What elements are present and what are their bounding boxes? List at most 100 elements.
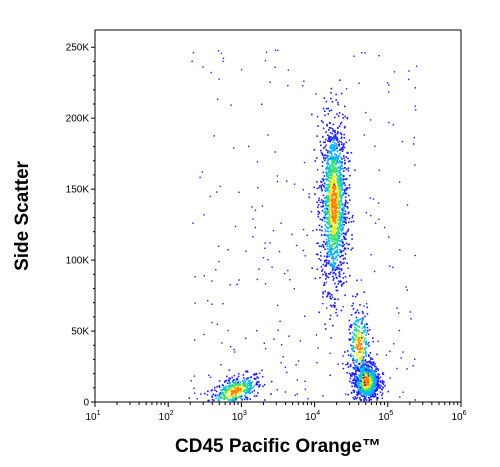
event-dot [263,383,266,386]
event-dot [350,325,352,327]
event-dot [225,392,228,394]
event-dot [366,391,369,394]
event-dot [227,249,229,251]
event-dot [324,215,327,217]
event-dot [321,189,323,192]
event-dot [327,217,330,219]
event-dot [365,369,367,372]
event-dot [327,219,330,221]
event-dot [326,160,329,163]
event-dot [362,332,364,334]
event-dot [373,392,376,394]
event-dot [322,157,325,160]
event-dot [231,381,234,383]
event-dot [333,172,335,175]
event-dot [237,383,239,386]
event-dot [224,395,226,398]
event-dot [321,268,324,271]
event-dot [206,394,209,396]
event-dot [242,384,244,386]
event-dot [264,242,266,244]
event-dot [323,185,326,188]
event-dot [337,208,340,210]
event-dot [334,210,337,213]
event-dot [333,176,335,178]
event-dot [369,370,371,372]
event-dot [228,388,230,390]
event-dot [339,194,341,196]
y-tick-label: 150K [66,185,90,196]
event-dot [335,250,337,253]
event-dot [339,171,342,174]
event-dot [310,211,313,213]
event-dot [333,240,335,242]
event-dot [207,390,209,393]
event-dot [341,285,343,287]
event-dot [242,382,244,385]
event-dot [339,195,341,198]
event-dot [368,397,371,400]
event-dot [363,398,365,401]
event-dot [371,378,374,381]
event-dot [360,391,363,393]
event-dot [322,178,325,180]
event-dot [225,391,227,393]
event-dot [247,388,250,391]
event-dot [297,360,300,362]
event-dot [230,385,233,387]
event-dot [370,388,373,390]
event-dot [353,379,356,381]
event-dot [339,185,341,187]
event-dot [337,282,340,285]
event-dot [358,348,360,351]
event-dot [341,196,343,199]
event-dot [336,214,338,217]
event-dot [363,382,366,385]
event-dot [326,198,329,200]
event-dot [329,168,331,171]
event-dot [336,207,338,209]
event-dot [316,135,318,137]
event-dot [246,370,248,372]
event-dot [341,362,344,365]
event-dot [248,390,250,393]
event-dot [219,393,221,395]
event-dot [363,347,365,350]
event-dot [241,380,244,382]
event-dot [344,204,346,207]
event-dot [370,214,372,217]
event-dot [334,242,336,244]
event-dot [328,189,331,192]
event-dot [330,177,333,180]
event-dot [349,325,351,328]
event-dot [335,148,337,150]
event-dot [368,368,370,370]
event-dot [372,364,374,366]
event-dot [331,132,334,135]
event-dot [330,198,333,200]
event-dot [352,362,355,364]
event-dot [369,365,372,368]
event-dot [361,370,363,372]
event-dot [329,273,331,275]
event-dot [356,345,358,348]
event-dot [364,391,366,394]
event-dot [364,328,367,331]
event-dot [336,188,339,190]
event-dot [322,194,325,197]
event-dot [339,228,342,231]
event-dot [341,209,343,211]
event-dot [239,381,242,384]
event-dot [249,392,251,394]
event-dot [354,169,356,172]
event-dot [328,174,330,176]
event-dot [362,349,365,352]
event-dot [194,302,196,304]
event-dot [356,376,359,379]
event-dot [354,376,356,378]
event-dot [332,162,335,164]
event-dot [335,308,338,311]
event-dot [374,222,377,224]
event-dot [339,190,342,192]
event-dot [382,372,384,374]
